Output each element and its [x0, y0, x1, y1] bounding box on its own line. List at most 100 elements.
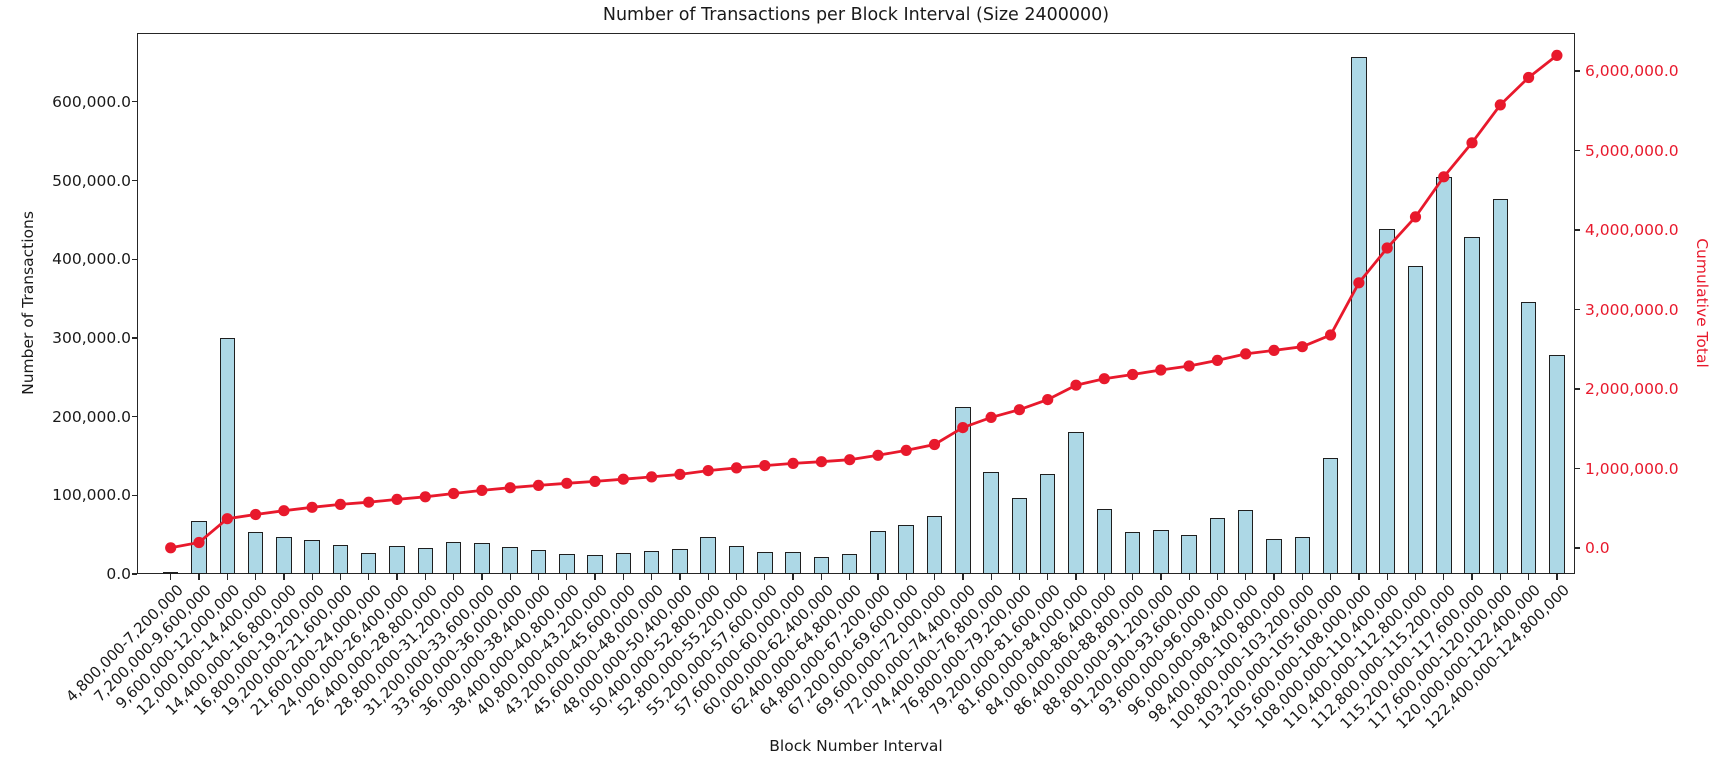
bar-47 — [1464, 237, 1480, 574]
y-left-tickmark — [132, 494, 137, 496]
bar-15 — [559, 553, 575, 574]
y-right-tickmark — [1575, 388, 1580, 390]
bar-9 — [389, 546, 405, 574]
x-tickmark — [1414, 574, 1417, 580]
x-tickmark — [1075, 574, 1077, 580]
bar-7 — [332, 544, 349, 574]
y-right-tick-label: 5,000,000.0 — [1585, 141, 1679, 160]
y-right-tick-label: 4,000,000.0 — [1585, 221, 1679, 239]
x-tickmark — [481, 574, 483, 580]
y-axis-label-right: Cumulative Total — [1693, 238, 1711, 368]
y-left-tick-label: 600,000.0 — [52, 92, 131, 111]
y-right-tick-label: 1,000,000.0 — [1585, 459, 1679, 478]
x-tickmark — [1386, 574, 1388, 580]
y-left-tick-label: 200,000.0 — [52, 407, 131, 426]
x-tickmark — [990, 574, 992, 580]
x-tickmark — [849, 574, 851, 580]
bar-23 — [785, 551, 801, 574]
bar-6 — [304, 540, 320, 574]
x-tickmark — [792, 574, 794, 580]
bar-44 — [1379, 229, 1395, 574]
x-tickmark — [396, 574, 398, 580]
x-tickmark — [1471, 574, 1473, 580]
x-tickmark — [1443, 574, 1445, 580]
x-tickmark — [566, 574, 568, 580]
y-right-tickmark — [1575, 467, 1580, 470]
y-left-tick-label: 400,000.0 — [52, 250, 131, 269]
bar-1 — [162, 572, 179, 575]
y-left-tickmark — [132, 337, 137, 339]
bar-48 — [1492, 199, 1509, 574]
x-tickmark — [622, 574, 625, 580]
y-left-tickmark — [132, 258, 137, 260]
bar-27 — [898, 525, 914, 574]
bar-20 — [700, 537, 716, 574]
x-tickmark — [226, 574, 228, 580]
y-left-tickmark — [132, 179, 137, 182]
bar-11 — [445, 541, 462, 574]
x-tickmark — [1358, 574, 1360, 580]
x-tickmark — [339, 574, 342, 580]
x-axis-label: Block Number Interval — [769, 737, 943, 755]
x-tickmark — [764, 574, 766, 580]
bar-24 — [813, 557, 830, 574]
x-tickmark — [1018, 574, 1021, 580]
x-tickmark — [198, 574, 200, 580]
x-tickmark — [537, 574, 540, 580]
x-tickmark — [679, 574, 681, 580]
x-tickmark — [1556, 574, 1558, 580]
bar-18 — [643, 551, 660, 574]
y-right-tickmark — [1575, 229, 1580, 231]
bar-32 — [1039, 474, 1056, 574]
x-tickmark — [1103, 574, 1105, 580]
y-left-tick-label: 300,000.0 — [52, 328, 131, 347]
bar-4 — [247, 532, 264, 574]
x-tickmark — [877, 574, 879, 580]
x-tickmark — [962, 574, 964, 580]
x-tickmark — [1188, 574, 1190, 580]
x-tickmark — [1499, 574, 1502, 580]
bar-41 — [1294, 537, 1311, 574]
x-tickmark — [933, 574, 936, 580]
bar-40 — [1266, 539, 1282, 574]
x-tickmark — [1273, 574, 1275, 580]
x-tickmark — [1047, 574, 1049, 580]
bar-17 — [615, 552, 632, 574]
y-right-tick-label: 3,000,000.0 — [1585, 300, 1679, 319]
x-tickmark — [424, 574, 426, 580]
bar-10 — [417, 548, 434, 574]
bar-13 — [502, 547, 518, 574]
bar-50 — [1549, 355, 1565, 574]
y-right-tickmark — [1575, 70, 1580, 72]
x-tickmark — [311, 574, 313, 580]
bar-42 — [1322, 458, 1339, 574]
x-tickmark — [1160, 574, 1162, 580]
x-tickmark — [735, 574, 738, 580]
x-tickmark — [594, 574, 596, 580]
y-left-tick-label: 0.0 — [106, 565, 131, 583]
y-left-tick-label: 100,000.0 — [52, 486, 131, 505]
x-tickmark — [1216, 574, 1219, 580]
x-tickmark — [707, 574, 709, 580]
y-left-tickmark — [132, 416, 137, 418]
x-tickmark — [170, 574, 172, 580]
bar-31 — [1011, 497, 1028, 574]
x-tickmark — [1301, 574, 1303, 580]
bar-38 — [1209, 518, 1226, 574]
y-left-tick-label: 500,000.0 — [52, 171, 131, 190]
x-tickmark — [368, 574, 370, 580]
x-tickmark — [905, 574, 907, 580]
x-tickmark — [1245, 574, 1247, 580]
y-right-tick-label: 6,000,000.0 — [1585, 62, 1679, 80]
y-right-tickmark — [1575, 308, 1580, 311]
x-tickmark — [820, 574, 823, 580]
bar-43 — [1351, 56, 1367, 574]
bar-35 — [1124, 532, 1141, 574]
bar-16 — [587, 555, 603, 574]
x-tickmark — [453, 574, 455, 580]
bar-46 — [1436, 177, 1452, 574]
bar-3 — [219, 337, 236, 574]
bar-22 — [757, 551, 773, 574]
bar-26 — [870, 530, 886, 574]
x-tickmark — [1131, 574, 1134, 580]
